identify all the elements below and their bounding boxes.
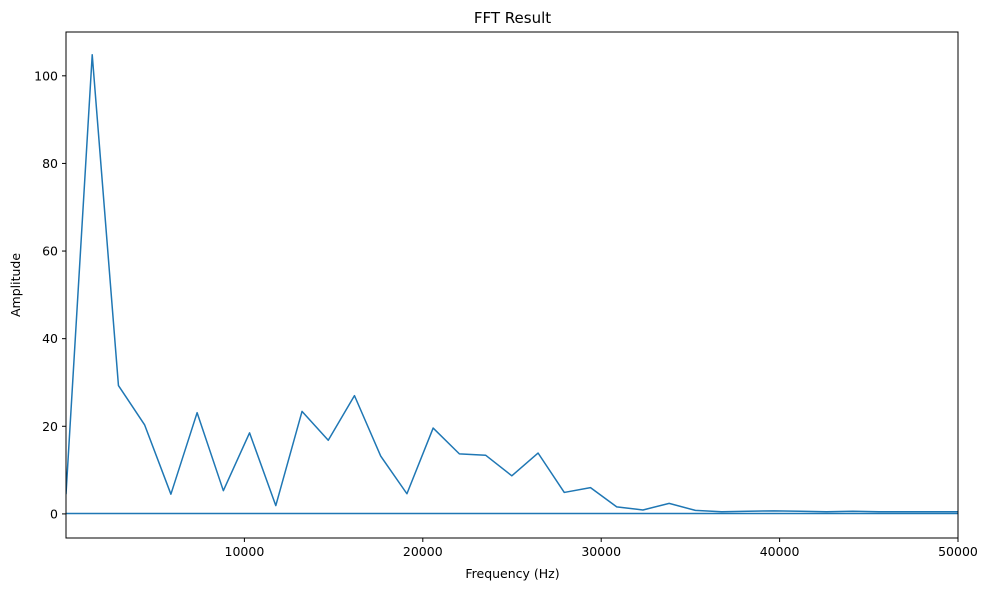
chart-title: FFT Result xyxy=(474,9,551,27)
plot-area xyxy=(66,32,958,538)
y-tick-label: 60 xyxy=(42,244,58,259)
x-tick-label: 50000 xyxy=(938,544,978,559)
y-tick-label: 0 xyxy=(50,506,58,521)
y-axis-ticks: 0 20 40 60 80 100 xyxy=(34,68,66,521)
x-tick-label: 20000 xyxy=(403,544,443,559)
series-layer xyxy=(66,54,958,515)
y-tick-label: 40 xyxy=(42,331,58,346)
series-line-1 xyxy=(66,54,958,513)
plot-frame xyxy=(65,31,959,539)
y-tick-label: 100 xyxy=(34,68,58,83)
x-axis-ticks: 10000 20000 30000 40000 50000 xyxy=(225,538,978,559)
y-tick-label: 80 xyxy=(42,156,58,171)
x-tick-label: 10000 xyxy=(225,544,265,559)
x-axis-title: Frequency (Hz) xyxy=(465,566,559,581)
y-tick-label: 20 xyxy=(42,419,58,434)
x-tick-label: 40000 xyxy=(760,544,800,559)
x-tick-label: 30000 xyxy=(581,544,621,559)
y-axis-title: Amplitude xyxy=(8,253,23,317)
